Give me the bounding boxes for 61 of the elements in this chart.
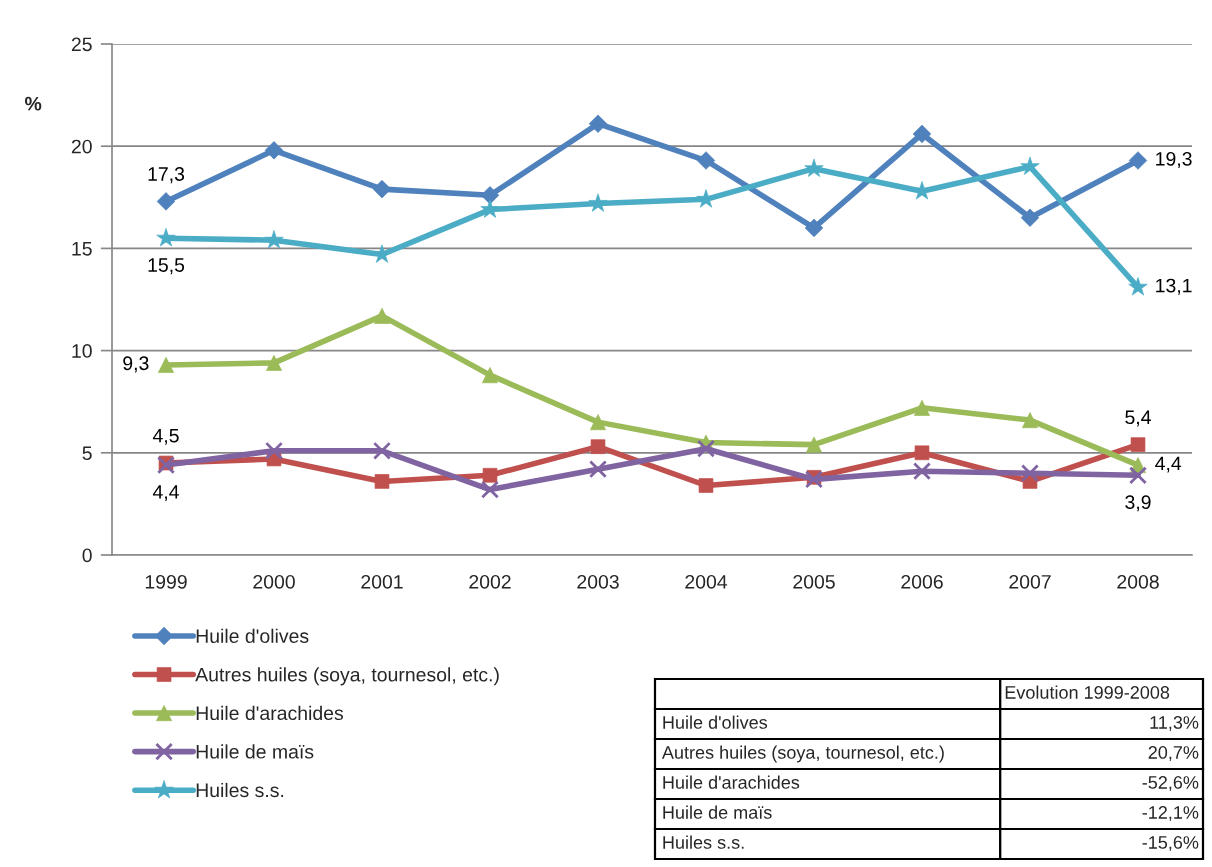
data-label: -52,6% [1142,776,1199,791]
y-tick-label: 15 [72,242,92,256]
x-tick-label: 2004 [685,574,728,589]
y-tick-label: 20 [71,139,92,154]
y-tick-label: 10 [72,344,92,358]
point [1128,151,1148,170]
point [912,462,932,481]
point [1128,466,1148,485]
data-label: -15,6% [1142,836,1199,851]
x-tick-label: 2002 [469,574,511,589]
data-label: 9,3 [123,356,149,373]
data-label: 5,4 [1125,410,1151,427]
data-label: 11,3% [1150,716,1199,731]
data-label: -12,1% [1142,806,1199,821]
point [374,474,390,489]
x-tick-label: 1999 [145,574,187,589]
legend-label: Huile de maïs [196,744,314,759]
data-label: 17,3 [148,167,185,184]
y-tick-label: 0 [82,548,92,563]
x-tick-label: 2007 [1009,574,1051,589]
data-label: 13,1 [1156,278,1192,295]
point [156,192,176,211]
data-label: 4,5 [152,428,179,445]
point [480,480,500,499]
point [372,441,392,460]
legend-label: Huiles s.s. [196,782,284,798]
x-tick-label: 2001 [361,574,403,589]
category-label: Huile d'olives [663,715,768,729]
point [156,456,176,475]
point [914,445,930,461]
point [804,470,824,489]
data-label: 19,3 [1156,151,1192,169]
category-label: Autres huiles (soya, tournesol, etc.) [661,745,944,763]
point [588,460,608,479]
legend-label: Autres huiles (soya, tournesol, etc.) [195,667,499,686]
point [1020,464,1040,483]
point [1022,412,1038,429]
legend-label: Huile d'arachides [196,705,344,721]
data-label: 15,5 [148,258,185,275]
x-tick-label: 2003 [577,574,619,589]
data-label: 4,4 [152,485,179,502]
point [588,114,608,133]
x-tick-label: 2000 [253,574,295,589]
point [1130,437,1146,452]
data-label: 20,7% [1148,746,1199,761]
category-label: Huiles s.s. [663,835,744,849]
point [158,356,174,373]
point [264,441,284,460]
y-tick-label: 5 [82,446,92,461]
data-label: 4,4 [1155,456,1182,473]
y-tick-label: 25 [71,37,92,52]
x-tick-label: 2006 [901,574,943,589]
text: Evolution 1999-2008 [1005,685,1170,699]
point [696,439,716,458]
y-axis-title: % [25,96,42,111]
x-tick-label: 2008 [1117,574,1159,589]
category-label: Huile d'arachides [663,775,800,789]
category-label: Huile de maïs [663,805,772,819]
legend-label: Huile d'olives [196,628,309,643]
data-label: 3,9 [1125,495,1151,512]
x-tick-label: 2005 [793,574,835,589]
